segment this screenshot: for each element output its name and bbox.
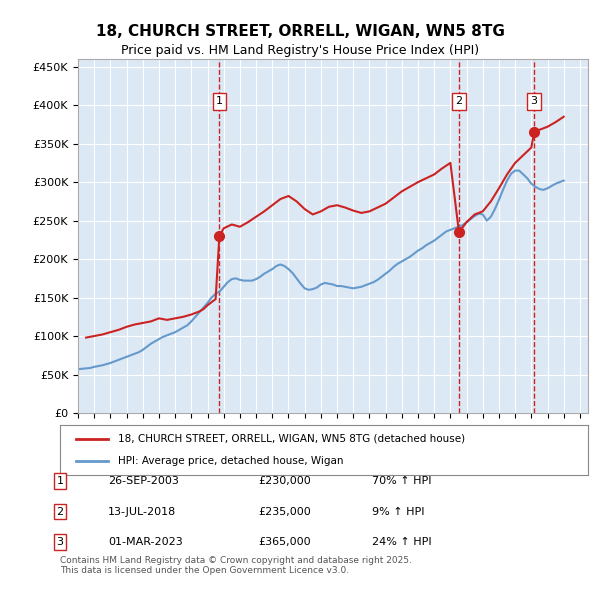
Text: HPI: Average price, detached house, Wigan: HPI: Average price, detached house, Wiga… xyxy=(118,456,344,466)
Text: 3: 3 xyxy=(56,537,64,547)
Text: 26-SEP-2003: 26-SEP-2003 xyxy=(108,476,179,486)
Text: 13-JUL-2018: 13-JUL-2018 xyxy=(108,507,176,516)
Text: 1: 1 xyxy=(216,97,223,106)
Text: Price paid vs. HM Land Registry's House Price Index (HPI): Price paid vs. HM Land Registry's House … xyxy=(121,44,479,57)
Text: 70% ↑ HPI: 70% ↑ HPI xyxy=(372,476,431,486)
Text: 1: 1 xyxy=(56,476,64,486)
Text: 18, CHURCH STREET, ORRELL, WIGAN, WN5 8TG (detached house): 18, CHURCH STREET, ORRELL, WIGAN, WN5 8T… xyxy=(118,434,465,444)
Text: 2: 2 xyxy=(56,507,64,516)
Text: 9% ↑ HPI: 9% ↑ HPI xyxy=(372,507,425,516)
Text: 2: 2 xyxy=(455,97,463,106)
Text: 01-MAR-2023: 01-MAR-2023 xyxy=(108,537,183,547)
Text: 24% ↑ HPI: 24% ↑ HPI xyxy=(372,537,431,547)
Text: £235,000: £235,000 xyxy=(258,507,311,516)
Text: 3: 3 xyxy=(530,97,538,106)
Text: £230,000: £230,000 xyxy=(258,476,311,486)
Text: £365,000: £365,000 xyxy=(258,537,311,547)
Text: 18, CHURCH STREET, ORRELL, WIGAN, WN5 8TG: 18, CHURCH STREET, ORRELL, WIGAN, WN5 8T… xyxy=(95,24,505,38)
Text: Contains HM Land Registry data © Crown copyright and database right 2025.
This d: Contains HM Land Registry data © Crown c… xyxy=(60,556,412,575)
